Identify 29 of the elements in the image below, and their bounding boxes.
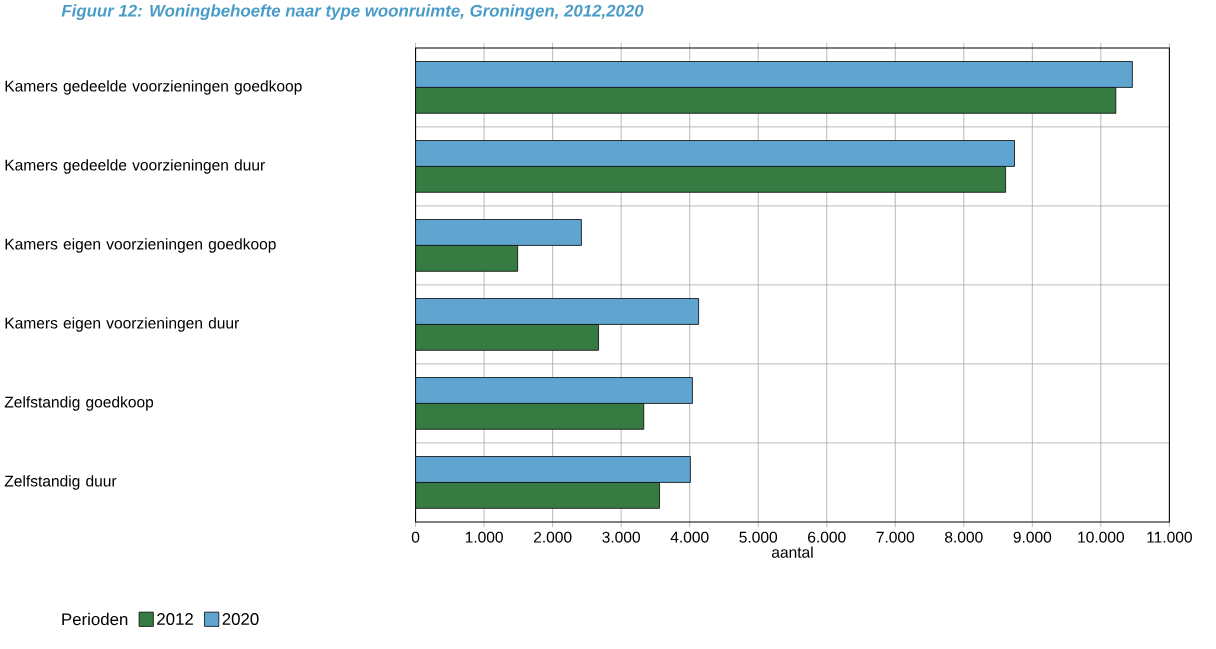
x-tick-label: 8.000: [945, 531, 983, 543]
x-tick-label: 10.000: [1078, 531, 1125, 543]
y-tick-label: Zelfstandig goedkoop: [4, 396, 154, 411]
legend-title: Perioden: [62, 612, 128, 626]
x-tick-label: 9.000: [1013, 531, 1052, 543]
bar: [415, 402, 645, 430]
chart-title: Figuur 12: Woningbehoefte naar type woonruimte, Groningen, 2012,2020: [61, 4, 644, 20]
bar: [415, 165, 1006, 193]
x-tick-label: 3.000: [602, 531, 640, 543]
y-tick-label: Kamers eigen voorzieningen goedkoop: [5, 238, 276, 253]
bar: [415, 86, 1117, 114]
x-tick-label: 5.000: [739, 531, 778, 543]
bar: [415, 244, 519, 272]
x-tick-label: 6.000: [808, 531, 846, 543]
x-tick-label: 0: [411, 531, 420, 543]
y-tick-label: Kamers eigen voorzieningen duur: [5, 317, 239, 332]
y-tick-label: Kamers gedeelde voorzieningen duur: [5, 159, 265, 174]
y-tick-label: Kamers gedeelde voorzieningen goedkoop: [5, 80, 302, 95]
y-tick-label: Zelfstandig duur: [4, 475, 117, 490]
x-tick-label: 4.000: [670, 531, 709, 543]
bar: [415, 481, 660, 509]
x-tick-label: 7.000: [876, 531, 915, 543]
x-tick-label: 11.000: [1147, 531, 1192, 543]
x-tick-label: 2.000: [533, 531, 572, 543]
x-axis-title: aantal: [771, 546, 813, 558]
x-tick-label: 1.000: [465, 531, 503, 543]
legend-label: 2020: [222, 612, 259, 625]
legend-label: 2012: [157, 612, 193, 625]
bar: [415, 323, 599, 351]
